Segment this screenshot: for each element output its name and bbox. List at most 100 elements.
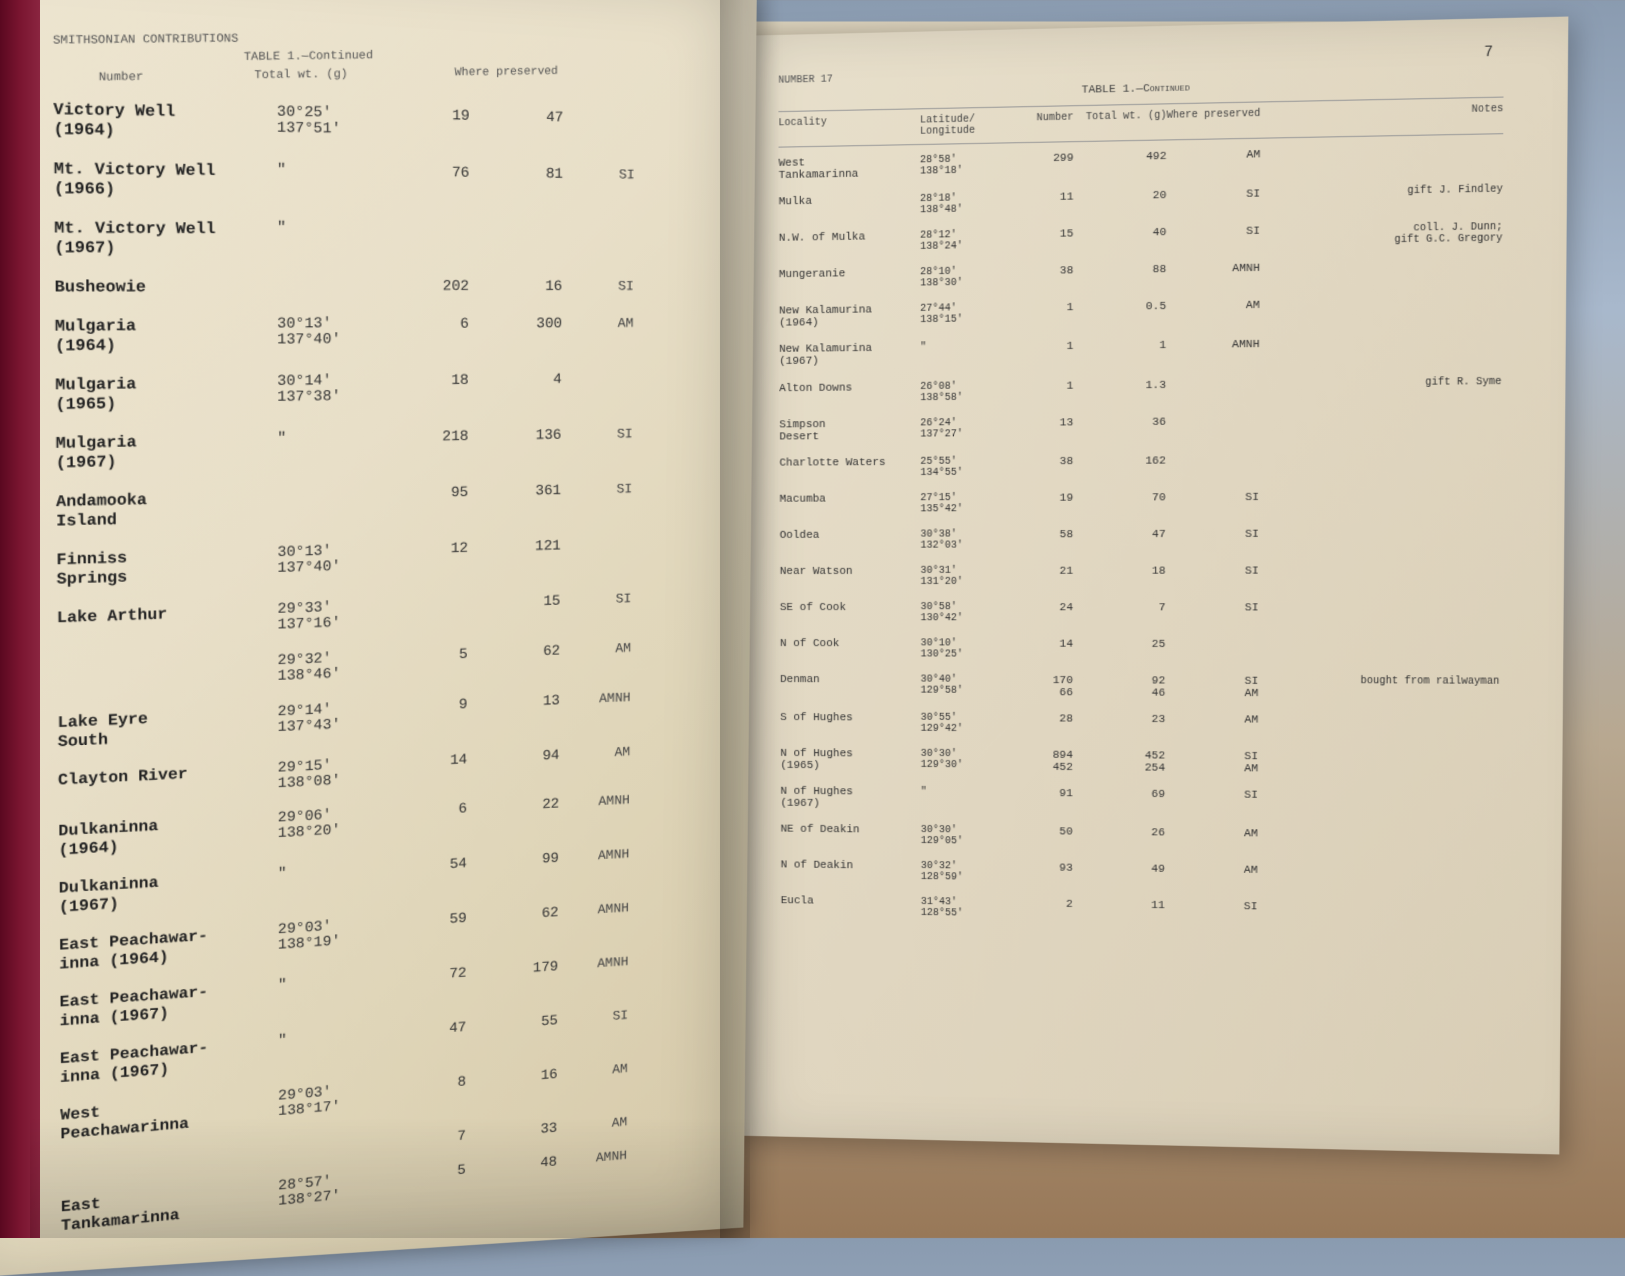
number-cell: 5 — [384, 646, 468, 666]
locality-cell: East Peachawar-inna (1967) — [60, 1034, 278, 1088]
right-table-header: Locality Latitude/ Longitude Number Tota… — [778, 97, 1503, 148]
number-cell: 1 — [1002, 341, 1074, 354]
weight-cell: 33 — [466, 1121, 557, 1145]
number-cell: 19 — [1002, 492, 1074, 504]
where-cell: SI — [1165, 789, 1258, 802]
coords-cell: " — [278, 971, 384, 994]
table-row: Lake Arthur29°33' 137°16'15SI — [57, 588, 721, 642]
coords-cell: " — [277, 163, 385, 181]
coords-cell: 29°15' 138°08' — [278, 756, 384, 793]
locality-cell: N.W. of Mulka — [779, 231, 920, 245]
weight-cell: 23 — [1073, 713, 1165, 726]
coords-cell: 26°08' 138°58' — [920, 381, 1001, 404]
where-cell — [561, 536, 632, 538]
table-row: Macumba27°15' 135°42'1970SI — [780, 491, 1501, 516]
locality-cell: N of Hughes (1965) — [780, 748, 920, 773]
weight-cell: 1.3 — [1073, 379, 1166, 392]
weight-cell: 492 — [1073, 151, 1166, 165]
locality-cell: Eucla — [781, 895, 921, 909]
where-cell — [1166, 378, 1259, 379]
notes-cell — [1258, 828, 1499, 830]
locality-cell: East Peachawar-inna (1967) — [59, 979, 277, 1032]
where-cell: SI — [560, 591, 631, 609]
number-cell: 1 — [1002, 302, 1074, 315]
coords-cell: 30°14' 137°38' — [277, 373, 384, 407]
notes-cell — [1260, 145, 1503, 149]
number-cell: 12 — [384, 540, 468, 559]
number-cell: 50 — [1002, 826, 1073, 839]
where-cell: SI AM — [1165, 750, 1258, 775]
notes-cell: gift R. Syme — [1259, 376, 1501, 389]
number-cell: 202 — [385, 278, 469, 295]
locality-cell: N of Hughes (1967) — [780, 786, 920, 811]
coords-cell: 29°06' 138°20' — [278, 806, 384, 844]
coords-cell: 26°24' 137°27' — [920, 417, 1001, 440]
table-row: SE of Cook30°58' 130°42'247SI — [780, 602, 1500, 625]
where-cell: AM — [1166, 149, 1260, 163]
where-cell: SI — [563, 166, 635, 182]
weight-cell: 49 — [1073, 863, 1165, 876]
coords-cell: 28°18' 138°48' — [920, 193, 1002, 217]
where-cell: AM — [562, 315, 633, 331]
coords-cell: " — [278, 1026, 384, 1050]
coords-cell — [277, 486, 384, 488]
table-row: N of Hughes (1967)"9169SI — [780, 786, 1498, 817]
coords-cell: 27°15' 135°42' — [920, 493, 1001, 516]
weight-cell: 92 46 — [1073, 675, 1165, 700]
where-cell: AM — [1165, 827, 1258, 840]
header-table-continued-left: TABLE 1.—Continued — [244, 50, 373, 64]
coords-cell: 30°30' 129°30' — [921, 749, 1002, 772]
number-cell: 5 — [383, 1163, 466, 1187]
weight-cell: 40 — [1073, 227, 1166, 241]
locality-cell: N of Deakin — [781, 860, 921, 874]
where-cell: AM — [1165, 864, 1258, 877]
locality-cell: Busheowie — [55, 278, 278, 298]
number-cell: 218 — [384, 429, 468, 447]
weight-cell: 16 — [469, 278, 562, 295]
where-cell: AMNH — [559, 847, 629, 866]
table-row: N.W. of Mulka28°12' 138°24'1540SIcoll. J… — [779, 222, 1503, 255]
table-row: New Kalamurina (1964)27°44' 138°15'10.5A… — [779, 297, 1502, 330]
table-row: New Kalamurina (1967)"11AMNH — [779, 337, 1502, 369]
locality-cell: New Kalamurina (1964) — [779, 304, 920, 330]
weight-cell: 26 — [1073, 827, 1165, 840]
table-row: Denman30°40' 129°58'170 6692 46SI AMboug… — [780, 674, 1499, 701]
weight-cell: 36 — [1073, 416, 1166, 429]
col-latlon: Latitude/ Longitude — [920, 114, 1002, 138]
number-cell: 13 — [1002, 417, 1074, 430]
coords-cell: 30°31' 131°20' — [920, 565, 1001, 587]
number-cell: 76 — [385, 164, 470, 182]
coords-cell: 30°58' 130°42' — [920, 602, 1001, 624]
where-cell — [562, 371, 633, 372]
weight-cell: 62 — [468, 643, 561, 663]
locality-cell: Mulgaria(1967) — [56, 431, 278, 473]
weight-cell: 7 — [1073, 602, 1165, 614]
coords-cell: 30°13' 137°40' — [277, 543, 384, 578]
coords-cell: 28°10' 138°30' — [920, 266, 1001, 289]
locality-cell: New Kalamurina (1967) — [779, 343, 920, 369]
number-cell: 1 — [1002, 380, 1074, 393]
left-table: Victory Well(1964)30°25' 137°51'1947Mt. … — [53, 89, 725, 1226]
weight-cell: 179 — [467, 959, 559, 982]
coords-cell: 29°03' 138°17' — [278, 1081, 383, 1121]
number-cell: 14 — [1002, 638, 1073, 650]
number-cell: 58 — [1002, 529, 1073, 541]
locality-cell: NE of Deakin — [781, 824, 921, 837]
coords-cell — [278, 1136, 383, 1145]
weight-cell: 162 — [1073, 455, 1166, 468]
coords-cell: 29°14' 137°43' — [278, 700, 384, 737]
where-cell: AM — [560, 744, 631, 763]
locality-cell — [61, 1145, 278, 1164]
locality-cell: Lake EyreSouth — [58, 704, 278, 752]
weight-cell: 81 — [470, 165, 564, 183]
number-cell: 24 — [1002, 602, 1073, 614]
notes-cell — [1259, 491, 1501, 492]
table-row: NE of Deakin30°30' 129°05'5026AM — [781, 824, 1499, 854]
table-row: N of Hughes (1965)30°30' 129°30'894 4524… — [780, 748, 1499, 778]
where-cell — [1166, 455, 1259, 456]
coords-cell: " — [277, 221, 385, 238]
notes-cell — [1258, 714, 1499, 715]
book-container: SMITHSONIAN CONTRIBUTIONS TABLE 1.—Conti… — [0, 0, 1625, 1238]
table-row: Victory Well(1964)30°25' 137°51'1947 — [53, 101, 725, 150]
table-row: Mulgaria(1964)30°13' 137°40'6300AM — [55, 315, 724, 357]
